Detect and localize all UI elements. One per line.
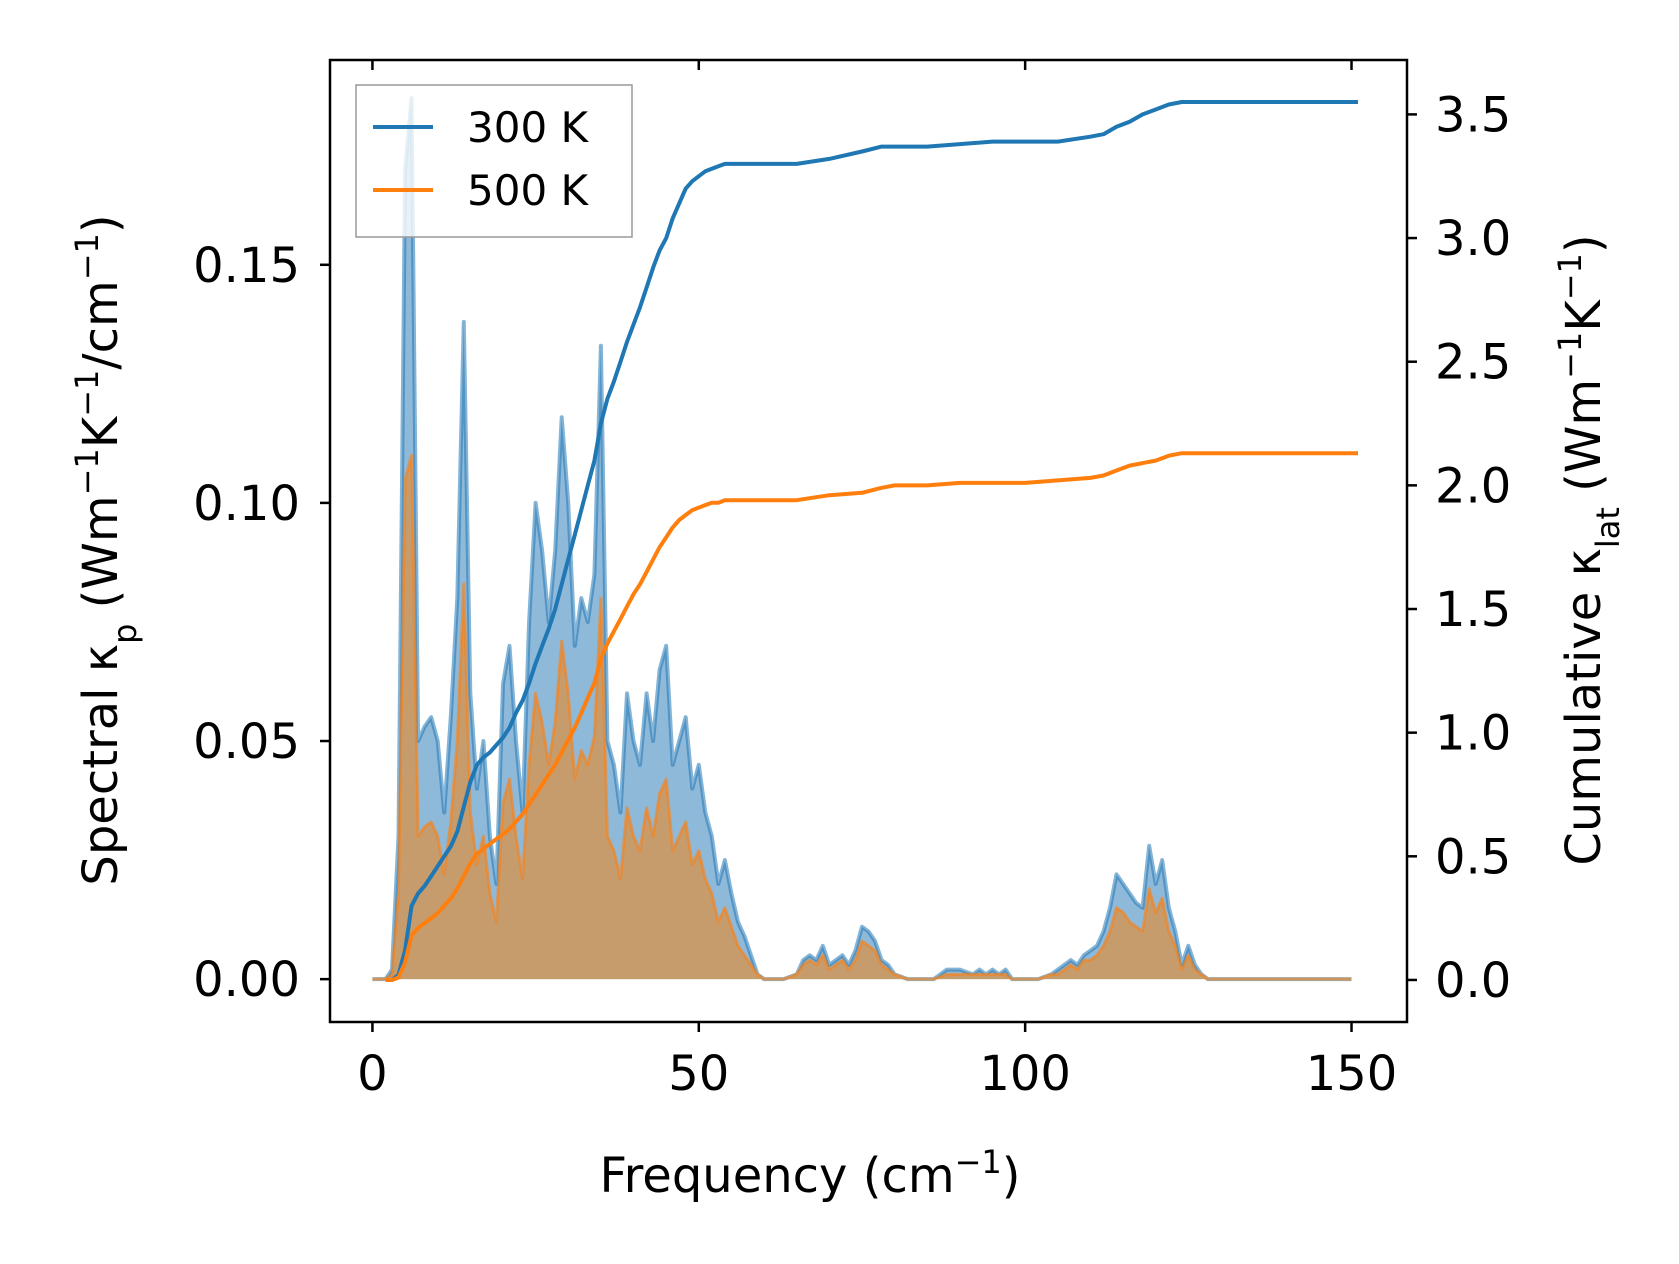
y-tick-label-right: 2.5: [1435, 335, 1511, 391]
cumulative-line-500k: [385, 451, 1358, 982]
spectral-area-500k: [372, 455, 1352, 980]
x-tick-label: 0: [357, 1046, 388, 1102]
axes: 0 50 100 150 0.00 0.05 0.10 0.15 0.0 0.5 1.0 1.5 2.0…: [193, 58, 1511, 1102]
y-tick-label-right: 0.0: [1435, 953, 1511, 1009]
legend: 300 K 500 K: [355, 84, 633, 238]
plot-area: [372, 96, 1358, 982]
x-tick-label: 150: [1306, 1046, 1398, 1102]
y-tick-label-right: 3.0: [1435, 211, 1511, 267]
y-tick-label-right: 2.0: [1435, 458, 1511, 514]
y-tick-label-left: 0.00: [193, 952, 300, 1008]
plot-frame: [328, 58, 1409, 1024]
x-tick-label: 100: [979, 1046, 1071, 1102]
y-tick-label-right: 0.5: [1435, 829, 1511, 885]
y-tick-label-left: 0.15: [193, 238, 300, 294]
x-axis-label: Frequency (cm−1): [599, 1143, 1020, 1204]
y-tick-label-left: 0.05: [193, 714, 300, 770]
legend-label-500k: 500 K: [467, 166, 590, 215]
spectral-line-500k: [372, 453, 1352, 981]
cumulative-line-300k: [385, 100, 1358, 982]
y-tick-label-right: 3.5: [1435, 87, 1511, 143]
y-axis-label-right: Cumulative κlat (Wm−1K−1): [1551, 234, 1627, 865]
y-tick-label-right: 1.0: [1435, 706, 1511, 762]
legend-frame: [355, 84, 633, 238]
y-tick-label-right: 1.5: [1435, 582, 1511, 638]
legend-label-300k: 300 K: [467, 103, 590, 152]
y-tick-label-left: 0.10: [193, 476, 300, 532]
x-tick-label: 50: [668, 1046, 729, 1102]
y-axis-label-left: Spectral κp (Wm−1K−1/cm−1): [68, 214, 144, 885]
